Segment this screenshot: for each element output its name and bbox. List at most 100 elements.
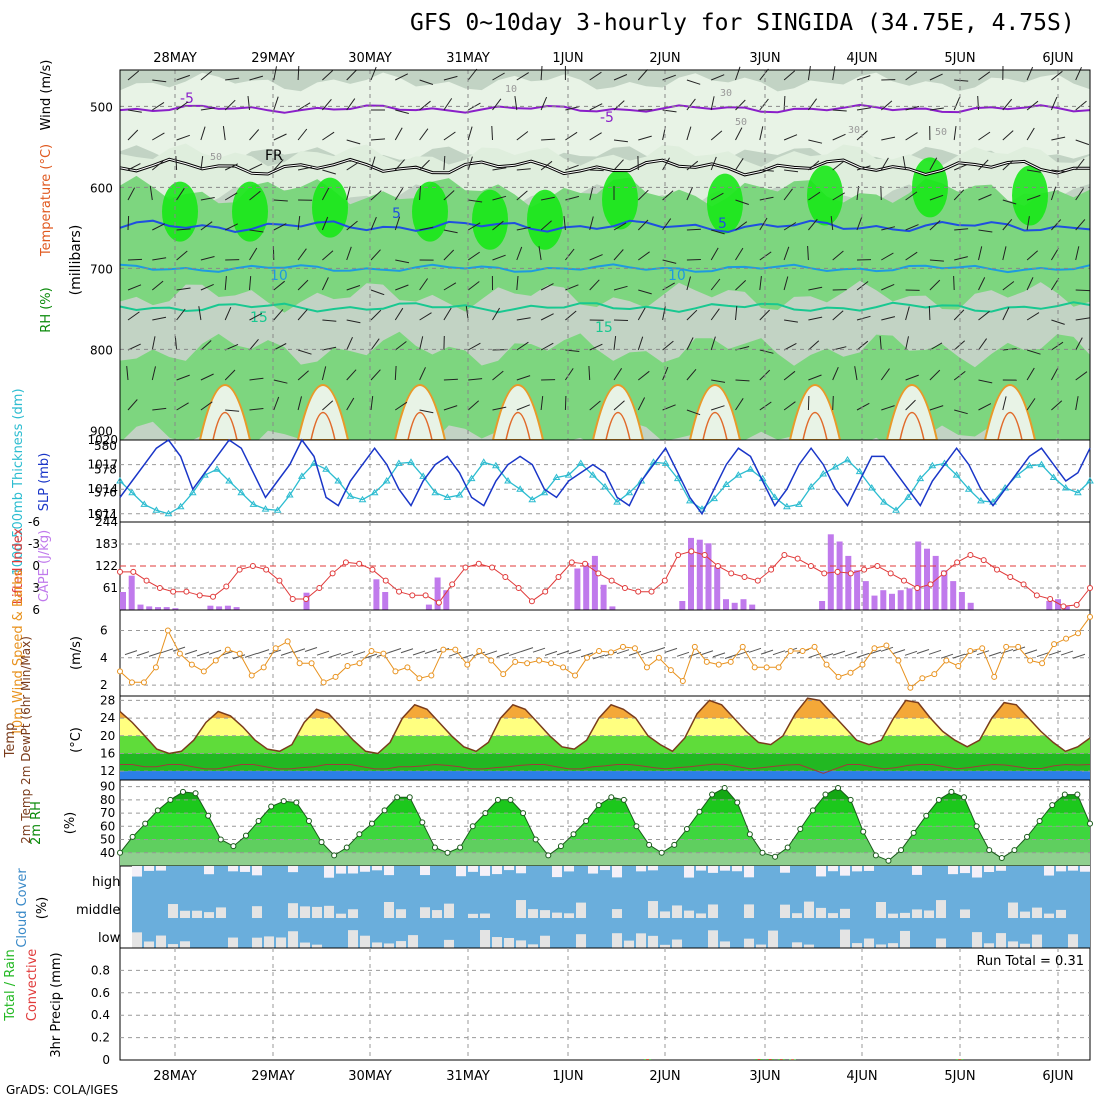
wind-barb <box>880 368 890 381</box>
wind10-barb <box>724 654 738 659</box>
wind-barb <box>322 131 335 141</box>
wind-barb <box>249 129 260 141</box>
cloud-low-block <box>132 932 142 948</box>
wind-barb <box>443 307 452 321</box>
wind-barb <box>1026 277 1034 291</box>
wind-barb <box>394 341 407 351</box>
cloud-low-block <box>720 941 730 948</box>
wind-barb <box>589 254 603 261</box>
wind-barb <box>222 126 226 141</box>
rh-marker <box>394 794 401 801</box>
wind10-barb <box>712 652 726 658</box>
thickness-line-marker <box>128 488 137 496</box>
wind-barb <box>249 408 264 411</box>
wind-barb <box>127 258 143 261</box>
wind-barb <box>127 163 141 171</box>
rh-marker <box>948 788 955 795</box>
wind-barb <box>565 131 578 141</box>
wind-barb <box>1002 246 1007 261</box>
wind-barb <box>224 192 238 201</box>
wind-barb <box>395 73 409 81</box>
cloud-low-block <box>228 937 238 948</box>
thickness-line-marker <box>140 500 149 507</box>
wind-barb <box>1026 216 1030 231</box>
cloud-low-block <box>936 938 946 948</box>
wind-barb <box>978 159 989 171</box>
cloud-cover-unit: (%) <box>35 897 50 920</box>
wind10-speed-line-marker <box>679 677 686 684</box>
thickness-line-marker <box>261 505 270 512</box>
cloud-low-block <box>144 941 154 948</box>
thickness-line-marker <box>843 455 852 463</box>
lifted-index-line-marker <box>980 557 987 564</box>
thickness-line-marker <box>382 477 391 484</box>
rh-marker <box>419 819 426 826</box>
wind10-speed-line-marker <box>847 669 854 676</box>
wind10-barb <box>208 649 222 655</box>
rh-marker <box>822 791 829 798</box>
contour-label: 10 <box>270 268 288 284</box>
wind-barb <box>662 366 669 381</box>
lifted-index-line-marker <box>475 560 482 567</box>
wind-barb <box>249 338 259 351</box>
lifted-index-line-marker <box>1007 574 1014 580</box>
rh-bright-cell <box>472 189 508 250</box>
wind-barb <box>200 107 215 111</box>
wind-barb <box>832 395 834 411</box>
wind-barb <box>200 197 215 201</box>
wind10-tick: 2 <box>100 678 108 692</box>
wind-barb <box>978 194 992 201</box>
cape-bar <box>574 568 581 610</box>
temp-full-label: 2m Temp 2m DewPt (6hr Min/Max) <box>19 636 33 844</box>
wind-barb <box>613 74 628 81</box>
wind10-barb <box>148 651 162 657</box>
wind-label: Wind (m/s) <box>39 60 54 131</box>
wind-barb <box>1075 337 1083 351</box>
wind-barb <box>224 223 239 231</box>
temp-contour-5 <box>119 219 1091 234</box>
upper-air-panel: -5 -5 FR 5 5 10 10 15 15 10 50 30 50 30 50 500 600 700 80… <box>90 65 1091 456</box>
date-label-top: 2JUN <box>649 51 680 66</box>
cloud-middle-block <box>708 904 718 918</box>
wind-barb <box>224 369 236 381</box>
wind-barb <box>273 223 287 231</box>
wind-barb <box>516 72 529 81</box>
cape-bar <box>1055 599 1061 610</box>
lifted-index-line-marker <box>887 570 894 577</box>
rh-label: RH (%) <box>39 287 54 332</box>
cloud-high-block <box>240 866 250 872</box>
lifted-index-line-marker <box>1033 592 1040 599</box>
rh-tick: 40 <box>100 846 115 860</box>
rh-tick: 60 <box>100 819 115 833</box>
rh-bright-cell <box>162 181 198 242</box>
wind-barb <box>273 280 286 291</box>
wind-barb <box>638 251 650 261</box>
temp-label: Temp <box>3 723 18 759</box>
wind-barb <box>710 278 721 291</box>
wind10-barb <box>1000 648 1014 654</box>
rh-marker <box>444 849 451 856</box>
rh-marker <box>331 852 338 859</box>
wind-barb <box>346 319 361 324</box>
rh-marker <box>835 784 842 791</box>
cape-bar <box>932 555 939 610</box>
wind-barb <box>176 402 189 411</box>
wind-barb <box>978 379 993 384</box>
slp-thickness-panel: 580 578 576 574 1020 1017 1014 1011 <box>87 433 1094 523</box>
wind-barb <box>419 185 421 201</box>
wind10-speed-line-marker <box>452 646 459 653</box>
lifted-index-line-marker <box>768 566 775 573</box>
cloud-low-block <box>612 933 622 948</box>
rh-bright-cell <box>232 181 268 242</box>
cloud-low-block <box>384 943 394 948</box>
wind-barb <box>808 340 820 351</box>
wind10-barb <box>508 651 522 657</box>
rh-marker <box>595 802 602 809</box>
wind-barb <box>1050 367 1059 381</box>
rh-marker <box>192 790 199 797</box>
rh-contour-label: 10 <box>505 84 517 95</box>
wind10-speed-line-marker <box>967 647 974 654</box>
date-label-bottom: 2JUN <box>649 1069 680 1084</box>
wind10-speed-line-marker <box>763 664 770 671</box>
temp-color-band <box>120 753 1090 772</box>
